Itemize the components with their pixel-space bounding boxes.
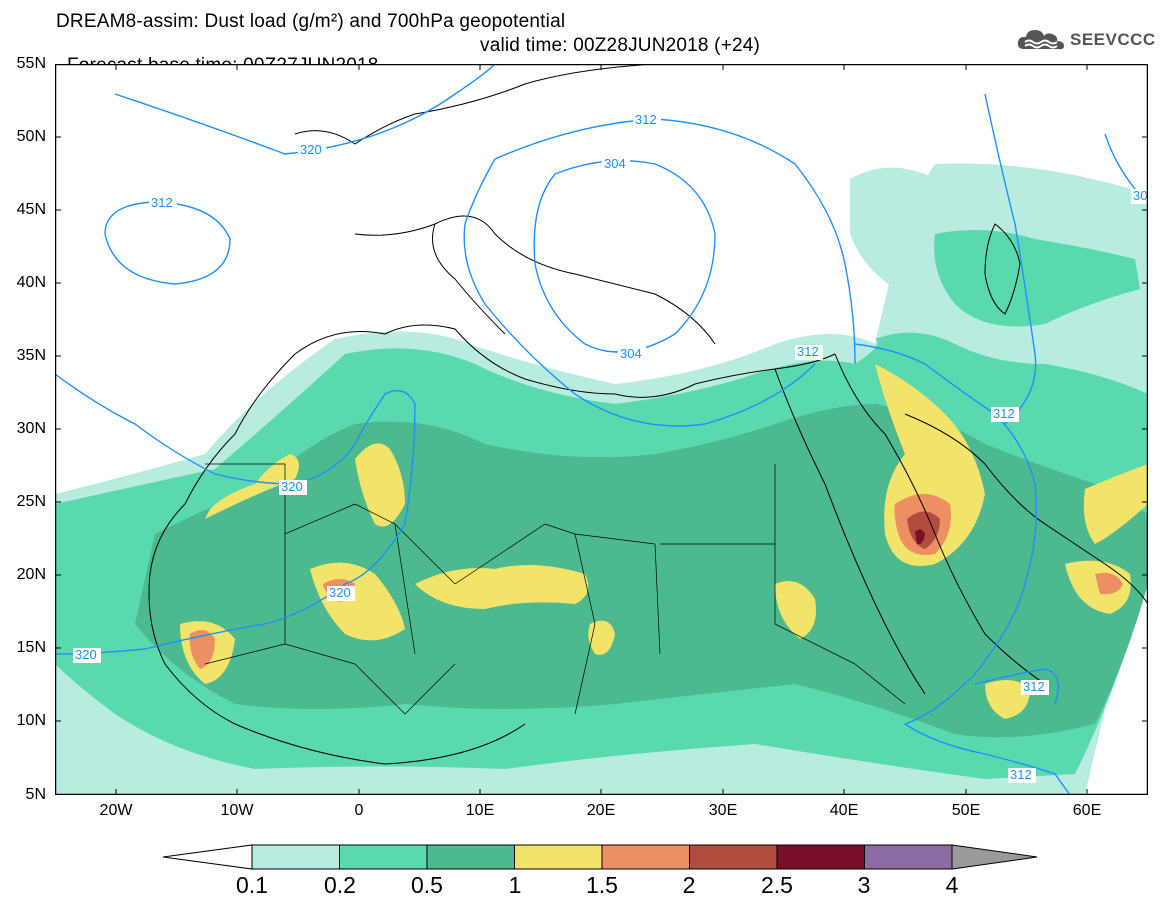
lat-label: 20N (16, 566, 46, 583)
contour-label: 304 (620, 346, 642, 361)
contour-label: 320 (300, 142, 322, 157)
dust-band-1-sudan (775, 581, 816, 639)
dust-band-1-chad (588, 620, 615, 655)
lat-label: 25N (16, 493, 46, 510)
contour-30-east (1104, 133, 1148, 200)
colorbar (160, 843, 1040, 871)
grid-ticks (55, 64, 1148, 795)
contour-label: 304 (604, 156, 626, 171)
geopotential-contours (55, 64, 1148, 795)
contour-labels: 312 320 304 312 312 320 320 312 312 304 … (73, 112, 1147, 783)
lat-label: 15N (16, 639, 46, 656)
lon-label: 10W (220, 802, 254, 819)
colorbar-label: 3 (857, 872, 871, 898)
colorbar-cell (514, 844, 603, 870)
dust-band-1.5-senegal (189, 630, 215, 669)
colorbar-cell (339, 844, 428, 870)
lat-label: 40N (16, 274, 46, 291)
lat-label: 30N (16, 420, 46, 437)
dust-band-1-oman (1065, 560, 1131, 614)
colorbar-label: 2 (682, 872, 696, 898)
colorbar-low-arrow (162, 844, 253, 870)
contour-312-east (984, 93, 1037, 425)
contour-320-west (55, 373, 416, 655)
colorbar-label: 0.1 (236, 872, 268, 898)
dust-band-1.5-oman (1095, 572, 1123, 595)
dust-band-1-algeria (355, 443, 405, 527)
colorbar-label: 1.5 (586, 872, 618, 898)
contour-label: 312 (993, 406, 1015, 421)
contour-312-arabia (854, 343, 1071, 795)
colorbar-label: 0.2 (324, 872, 356, 898)
contour-312-europe (114, 64, 856, 365)
contour-304-balkans (533, 159, 716, 353)
contour-label: 320 (329, 585, 351, 600)
colorbar-label: 2.5 (761, 872, 793, 898)
colorbar-label: 1 (508, 872, 522, 898)
colorbar-cell (689, 844, 778, 870)
contour-312-mediterranean (463, 158, 816, 427)
contour-label: 30 (1133, 188, 1147, 203)
valid-time-label: valid time: 00Z28JUN2018 (+24) (480, 35, 761, 56)
lon-label: 0 (354, 802, 364, 819)
dust-band-1-yemen (985, 680, 1030, 719)
red-sea-coast (774, 353, 1046, 695)
colorbar-cell (776, 844, 865, 870)
logo-text: SEEVCCC (1070, 30, 1156, 49)
lon-label: 10E (465, 802, 495, 819)
lon-label: 50E (951, 802, 981, 819)
colorbar-label: 4 (945, 872, 959, 898)
contour-label: 312 (797, 344, 819, 359)
dust-load-map: 312 320 304 312 312 320 320 312 312 304 … (55, 64, 1148, 795)
lon-label: 20E (586, 802, 616, 819)
contour-label: 312 (635, 112, 657, 127)
dust-band-1-east (1083, 464, 1148, 544)
dust-band-1-niger (415, 565, 589, 609)
contour-312-horn (974, 668, 1059, 705)
west-africa-coast (148, 353, 526, 765)
colorbar-cell (864, 844, 953, 870)
borders (204, 463, 906, 715)
caspian-coast (984, 223, 1021, 315)
dust-band-2 (907, 511, 940, 549)
arabia-coast (904, 413, 1148, 605)
colorbar-high-arrow (951, 844, 1038, 870)
dust-band-0.2-caspian (934, 230, 1140, 327)
lon-label: 60E (1072, 802, 1102, 819)
lat-label: 35N (16, 347, 46, 364)
lon-label: 30E (708, 802, 738, 819)
contour-label: 312 (151, 195, 173, 210)
contour-label: 320 (75, 647, 97, 662)
colorbar-cell (601, 844, 690, 870)
colorbar-cell (251, 844, 340, 870)
lon-label: 40E (829, 802, 859, 819)
lon-label: 20W (99, 802, 133, 819)
lat-label: 50N (16, 128, 46, 145)
lat-label: 45N (16, 201, 46, 218)
colorbar-cell (426, 844, 515, 870)
dust-band-2.5 (915, 529, 925, 545)
lat-label: 55N (16, 55, 46, 72)
contour-label: 312 (1010, 767, 1032, 782)
contour-label: 312 (1023, 679, 1045, 694)
dust-band-1-west (205, 454, 299, 519)
north-africa-coast (294, 324, 836, 398)
dust-shading (55, 163, 1148, 795)
map-title: DREAM8-assim: Dust load (g/m²) and 700hP… (56, 11, 566, 32)
cloud-logo-icon (1017, 30, 1064, 50)
colorbar-label: 0.5 (411, 872, 443, 898)
seevccc-logo: SEEVCCC (1016, 27, 1156, 53)
contour-label: 320 (281, 479, 303, 494)
lat-label: 10N (16, 712, 46, 729)
coastlines (148, 64, 1148, 765)
lat-label: 5N (25, 786, 46, 803)
europe-coast (294, 64, 716, 345)
contour-312-atlantic-low (104, 201, 231, 285)
